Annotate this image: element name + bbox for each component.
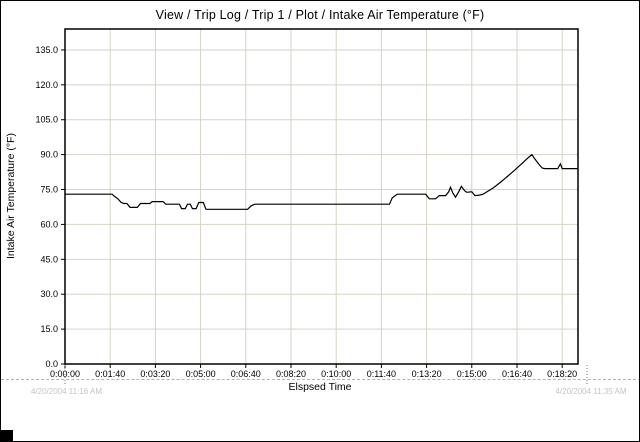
x-tick-label: 0:15:00	[457, 369, 487, 379]
temperature-line	[65, 153, 578, 210]
x-tick-label: 0:11:40	[367, 369, 396, 379]
x-tick-label: 0:16:40	[502, 369, 532, 379]
corner-box	[1, 430, 13, 441]
start-timestamp: 4/20/2004 11:16 AM	[30, 387, 103, 396]
x-tick-label: 0:05:00	[186, 369, 216, 379]
y-tick-label: 75.0	[40, 185, 58, 195]
x-tick-label: 0:13:20	[412, 369, 442, 379]
y-tick-label: 0.0	[45, 359, 58, 369]
y-tick-label: 60.0	[40, 219, 58, 229]
x-tick-label: 0:10:00	[321, 369, 351, 379]
y-tick-label: 45.0	[40, 254, 58, 264]
y-tick-label: 120.0	[35, 80, 58, 90]
y-tick-label: 30.0	[40, 289, 58, 299]
plot-border	[64, 28, 579, 365]
y-tick-label: 15.0	[40, 324, 58, 334]
chart-title: View / Trip Log / Trip 1 / Plot / Intake…	[155, 8, 485, 22]
x-tick-label: 0:03:20	[140, 369, 170, 379]
y-tick-label: 90.0	[40, 150, 58, 160]
y-tick-label: 105.0	[35, 115, 58, 125]
x-tick-label: 0:08:20	[276, 369, 306, 379]
x-tick-label: 0:06:40	[231, 369, 261, 379]
x-tick-label: 0:01:40	[95, 369, 125, 379]
x-tick-label: 0:18:20	[547, 369, 577, 379]
y-tick-label: 135.0	[35, 45, 58, 55]
end-timestamp: 4/20/2004 11:35 AM	[555, 387, 627, 396]
page-break-line	[1, 379, 639, 380]
x-axis-title: Elspsed Time	[288, 381, 352, 393]
